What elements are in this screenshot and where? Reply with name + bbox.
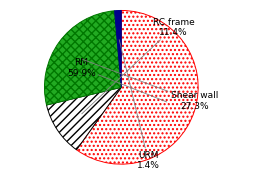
- Text: RM
59.9%: RM 59.9%: [67, 58, 167, 102]
- Wedge shape: [46, 87, 121, 150]
- Text: Shear wall
27.3%: Shear wall 27.3%: [83, 59, 218, 111]
- Wedge shape: [77, 10, 198, 164]
- Text: URM
1.4%: URM 1.4%: [119, 40, 160, 170]
- Text: RC frame
11.4%: RC frame 11.4%: [82, 18, 195, 114]
- Wedge shape: [115, 10, 121, 87]
- Wedge shape: [44, 11, 121, 105]
